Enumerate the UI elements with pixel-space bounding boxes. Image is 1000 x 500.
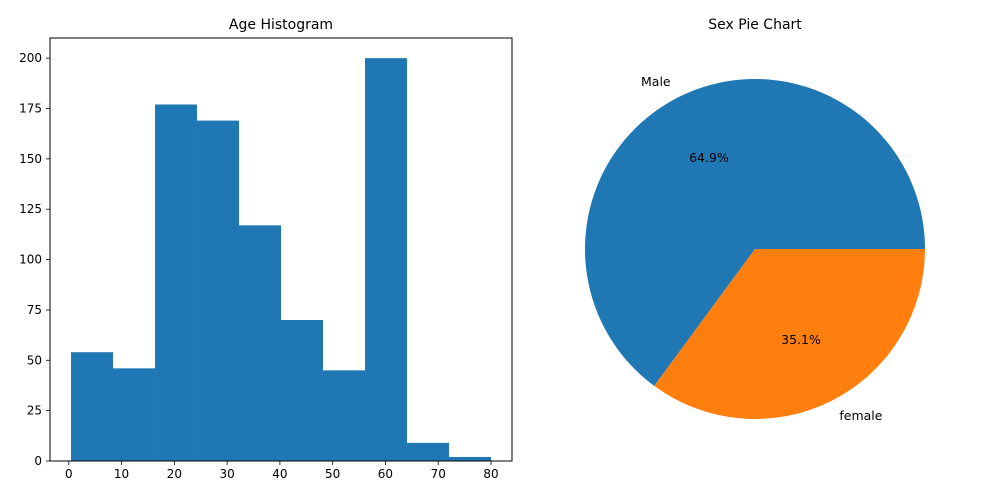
y-tick-label: 75 [27, 303, 42, 317]
x-tick-label: 0 [65, 467, 73, 481]
x-tick-label: 10 [114, 467, 129, 481]
pie-slice-label: Male [641, 74, 671, 89]
histogram-axes-frame [49, 37, 513, 462]
histogram-bar [155, 104, 197, 461]
histogram-bar [238, 225, 281, 461]
histogram-bar [406, 442, 449, 461]
sex-pie-panel: Sex Pie Chart Male 64.9% female 35.1% [585, 17, 925, 423]
y-tick-label: 175 [19, 102, 42, 116]
histogram-bar [323, 370, 366, 461]
x-tick-label: 50 [325, 467, 340, 481]
x-tick-label: 30 [219, 467, 234, 481]
y-tick-label: 200 [19, 51, 42, 65]
histogram-bar [71, 352, 114, 461]
x-tick-label: 40 [272, 467, 287, 481]
histogram-x-ticks: 0 10 20 30 40 50 60 70 80 [65, 461, 499, 481]
x-tick-label: 70 [431, 467, 446, 481]
pie-title: Sex Pie Chart [708, 17, 802, 33]
histogram-bar [448, 456, 491, 461]
y-tick-label: 50 [27, 353, 42, 367]
histogram-bars [71, 58, 491, 462]
histogram-bar [196, 120, 239, 461]
y-tick-label: 125 [19, 202, 42, 216]
x-tick-label: 60 [378, 467, 393, 481]
y-tick-label: 150 [19, 152, 42, 166]
pie-slices [585, 78, 925, 419]
pie-slice-male [585, 78, 925, 386]
histogram-bar [113, 368, 156, 461]
x-tick-label: 80 [483, 467, 498, 481]
y-tick-label: 25 [27, 404, 42, 418]
pie-slice-female [654, 249, 925, 419]
y-tick-label: 100 [19, 253, 42, 267]
histogram-bar [365, 58, 407, 462]
histogram-title: Age Histogram [229, 17, 333, 33]
x-tick-label: 20 [167, 467, 182, 481]
pie-percent-label: 64.9% [689, 150, 729, 165]
age-histogram-panel: Age Histogram 0 10 20 30 40 50 60 70 80 0 25 50 75 1… [19, 17, 513, 481]
histogram-bar [281, 320, 324, 461]
pie-slice-label: female [839, 408, 882, 423]
histogram-y-ticks: 0 25 50 75 100 125 150 175 200 [19, 51, 50, 468]
pie-percent-label: 35.1% [781, 332, 821, 347]
y-tick-label: 0 [34, 454, 42, 468]
pie-labels: Male 64.9% female 35.1% [641, 74, 883, 423]
